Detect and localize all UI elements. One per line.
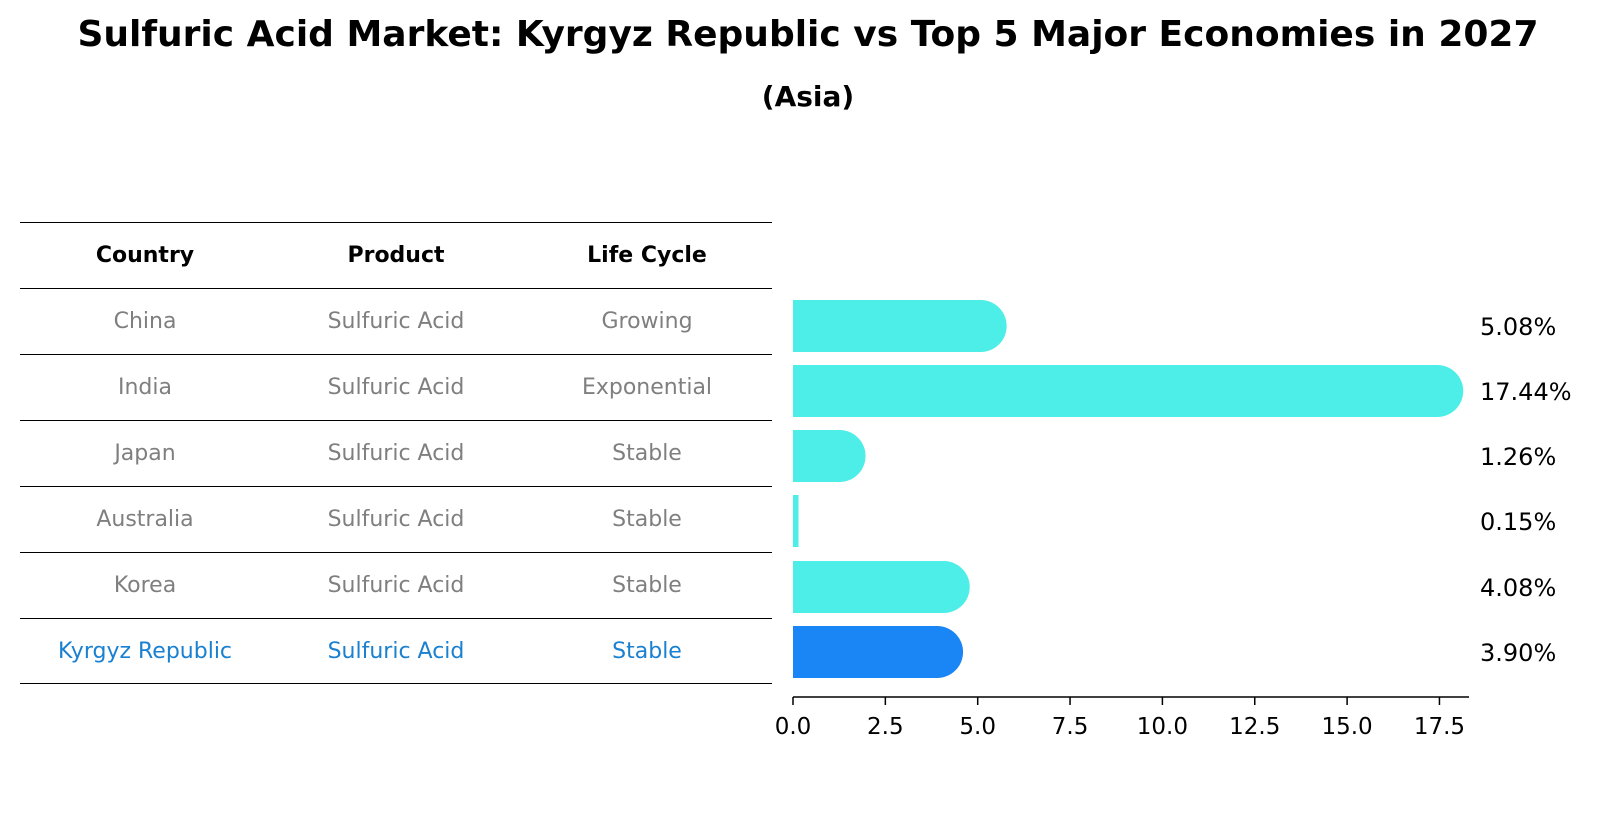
cell-product: Sulfuric Acid [327,573,465,598]
x-tick-label: 2.5 [867,714,904,740]
cell-country: Kyrgyz Republic [57,639,233,664]
cell-product: Sulfuric Acid [327,441,465,466]
cell-product: Sulfuric Acid [327,375,465,400]
cell-life-cycle: Stable [612,507,682,532]
x-tick-label: 0.0 [775,714,812,740]
cell-life-cycle: Exponential [581,375,713,400]
value-label: 0.15% [1480,508,1556,536]
bar-china [793,300,1007,352]
bar-japan [793,430,866,482]
x-tick-label: 5.0 [959,714,996,740]
value-label: 4.08% [1480,574,1556,602]
cell-product: Sulfuric Acid [327,309,465,334]
table-row: China Sulfuric Acid Growing [20,288,772,354]
cell-product: Sulfuric Acid [327,507,465,532]
x-tick-label: 7.5 [1052,714,1089,740]
header-life-cycle: Life Cycle [587,243,707,268]
header-country: Country [95,243,195,268]
cell-country: China [113,309,177,334]
cell-life-cycle: Stable [612,441,682,466]
header-product: Product [347,243,445,268]
table-row: Korea Sulfuric Acid Stable [20,552,772,618]
cell-country: Australia [96,507,194,532]
table-header-row: Country Product Life Cycle [20,222,772,288]
data-table: Country Product Life Cycle China Sulfuri… [20,222,772,684]
bar-kyrgyz-republic [793,626,964,678]
x-tick-label: 12.5 [1229,714,1280,740]
chart-subtitle: (Asia) [761,80,855,113]
x-tick-label: 17.5 [1414,714,1465,740]
table-row: India Sulfuric Acid Exponential [20,354,772,420]
cell-country: Korea [113,573,177,598]
table-row: Australia Sulfuric Acid Stable [20,486,772,552]
cell-country: India [118,375,172,400]
bar-india [793,365,1464,417]
value-label: 3.90% [1480,639,1556,667]
cell-life-cycle: Stable [612,573,682,598]
value-label: 5.08% [1480,313,1556,341]
value-label: 1.26% [1480,443,1556,471]
x-tick-label: 10.0 [1137,714,1188,740]
value-label: 17.44% [1480,378,1572,406]
cell-country: Japan [114,441,176,466]
bar-korea [793,561,970,613]
cell-product: Sulfuric Acid [327,639,465,664]
x-tick-label: 15.0 [1321,714,1372,740]
table-row-highlighted: Kyrgyz Republic Sulfuric Acid Stable [20,618,772,684]
cell-life-cycle: Growing [601,309,693,334]
chart-title: Sulfuric Acid Market: Kyrgyz Republic vs… [77,14,1539,55]
bar-australia [793,495,799,547]
cell-life-cycle: Stable [612,639,682,664]
table-row: Japan Sulfuric Acid Stable [20,420,772,486]
